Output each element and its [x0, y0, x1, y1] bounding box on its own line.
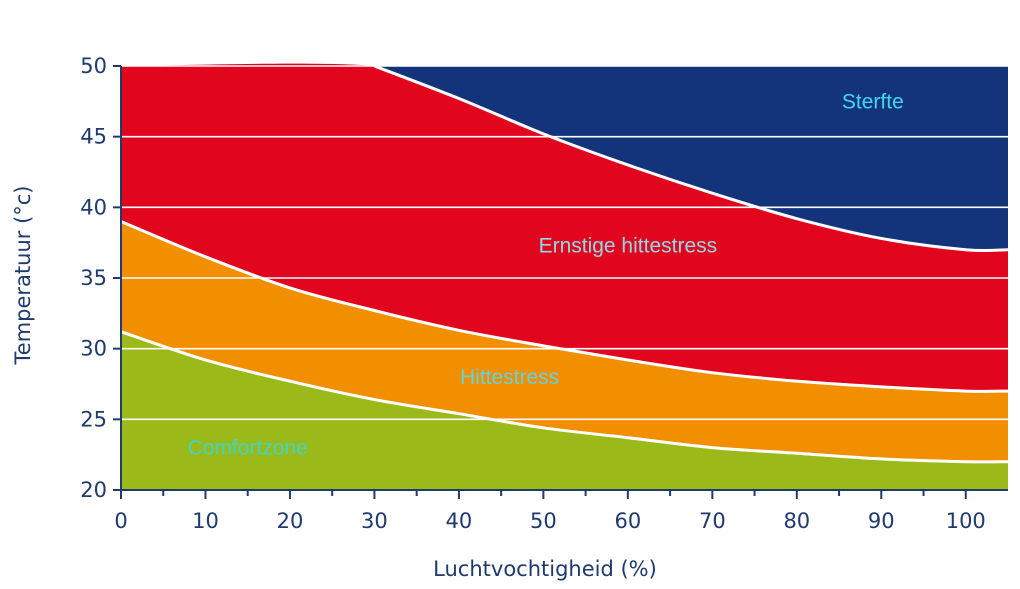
- region-labels: Comfortzone Hittestress Ernstige hittestre…: [188, 90, 904, 459]
- axes: 20 25 30 35 40 45 50 0 10 20 30 40 50 60 70 80 90 100: [80, 54, 1008, 533]
- boundary-hittestress: [120, 220, 1009, 393]
- boundary-comfortzone: [120, 330, 1009, 464]
- region-label-comfortzone: Comfortzone: [188, 437, 308, 460]
- y-axis-title: Temperatuur (°c): [11, 186, 35, 366]
- y-tick-label-40: 40: [80, 195, 107, 219]
- x-tick-label-30: 30: [361, 509, 388, 533]
- region-hittestress: [121, 221, 1008, 462]
- y-tick-label-50: 50: [80, 54, 107, 78]
- y-tick-label-45: 45: [80, 125, 107, 149]
- x-tick-label-10: 10: [192, 509, 219, 533]
- region-sterfte: [374, 66, 1008, 251]
- x-tick-label-0: 0: [114, 509, 127, 533]
- region-label-ernstige-hittestress: Ernstige hittestress: [539, 235, 718, 258]
- boundary-curves: [120, 64, 1009, 464]
- x-tick-label-70: 70: [699, 509, 726, 533]
- region-comfortzone: [121, 331, 1008, 490]
- x-tick-label-100: 100: [946, 509, 986, 533]
- x-tick-label-80: 80: [783, 509, 810, 533]
- x-axis-title: Luchtvochtigheid (%): [433, 557, 657, 581]
- region-label-sterfte: Sterfte: [842, 90, 904, 113]
- boundary-ernstige-hittestress: [373, 64, 1009, 253]
- x-tick-label-20: 20: [277, 509, 304, 533]
- x-tick-label-50: 50: [530, 509, 557, 533]
- x-tick-label-90: 90: [868, 509, 895, 533]
- y-tick-label-35: 35: [80, 266, 107, 290]
- region-label-hittestress: Hittestress: [460, 366, 559, 389]
- y-tick-label-30: 30: [80, 337, 107, 361]
- region-areas: [121, 63, 1008, 490]
- y-tick-label-25: 25: [80, 407, 107, 431]
- y-tick-label-20: 20: [80, 478, 107, 502]
- x-tick-label-60: 60: [614, 509, 641, 533]
- region-ernstige-hittestress: [121, 63, 1008, 392]
- x-tick-label-40: 40: [446, 509, 473, 533]
